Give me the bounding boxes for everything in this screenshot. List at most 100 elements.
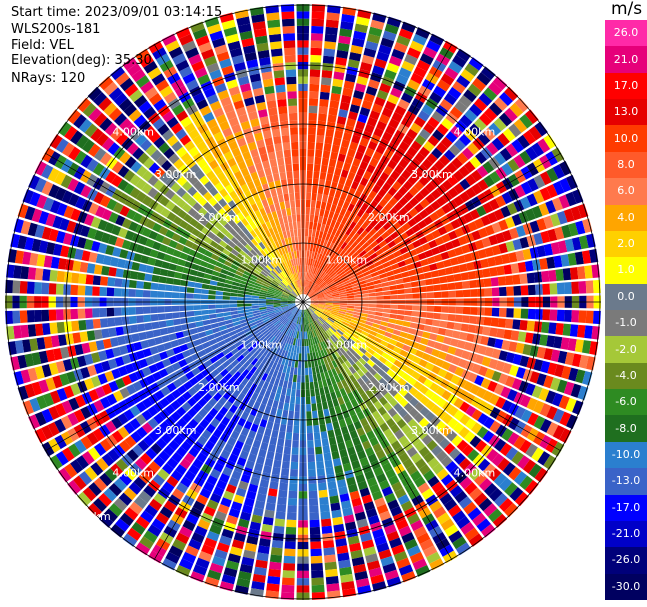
velocity-gate [135, 48, 151, 62]
velocity-gate [315, 366, 320, 374]
velocity-gate [488, 468, 502, 482]
velocity-gate [69, 234, 80, 247]
velocity-gate [138, 235, 148, 246]
velocity-gate [439, 493, 453, 506]
velocity-gate [262, 329, 270, 336]
velocity-gate [145, 374, 156, 385]
velocity-gate [291, 291, 298, 297]
velocity-gate [373, 466, 384, 477]
velocity-gate [290, 292, 297, 298]
velocity-gate [404, 538, 418, 551]
velocity-gate [316, 292, 324, 297]
velocity-gate [260, 312, 269, 317]
colorbar-tick-label: 13.0 [613, 105, 639, 119]
velocity-gate [449, 257, 459, 266]
velocity-gate [260, 287, 269, 292]
velocity-gate [222, 203, 232, 213]
velocity-gate [191, 333, 200, 341]
velocity-gate [364, 351, 373, 359]
velocity-gate [359, 160, 369, 171]
velocity-gate [306, 316, 310, 324]
velocity-gate [439, 98, 453, 111]
velocity-gate [222, 381, 232, 391]
velocity-gate [267, 291, 275, 295]
velocity-gate [131, 333, 140, 343]
velocity-gate [298, 279, 301, 287]
velocity-gate [181, 180, 193, 192]
velocity-gate [260, 346, 268, 355]
velocity-gate [342, 162, 352, 172]
velocity-gate [296, 345, 300, 354]
velocity-gate [71, 272, 80, 284]
velocity-gate [314, 287, 321, 293]
velocity-gate [339, 305, 348, 308]
velocity-gate [354, 303, 362, 307]
velocity-gate [175, 27, 191, 40]
velocity-gate [445, 131, 458, 144]
velocity-gate [252, 340, 261, 348]
velocity-gate [474, 375, 485, 386]
velocity-gate [519, 273, 528, 284]
velocity-gate [324, 293, 332, 297]
velocity-gate [340, 169, 349, 179]
velocity-gate [315, 142, 324, 151]
velocity-gate [203, 273, 212, 280]
velocity-gate [317, 253, 323, 262]
velocity-gate [182, 551, 197, 564]
velocity-gate [294, 360, 299, 368]
velocity-gate [280, 300, 288, 302]
velocity-gate [158, 320, 167, 328]
velocity-gate [204, 221, 214, 231]
velocity-gate [193, 257, 202, 266]
velocity-gate [352, 215, 361, 224]
velocity-gate [311, 266, 316, 274]
velocity-gate [222, 264, 231, 271]
velocity-gate [342, 432, 352, 442]
velocity-gate [451, 356, 461, 366]
velocity-gate [279, 272, 285, 280]
velocity-gate [266, 306, 274, 309]
velocity-gate [325, 305, 333, 308]
velocity-gate [451, 157, 463, 170]
velocity-gate [201, 48, 215, 60]
velocity-gate [176, 175, 188, 187]
velocity-gate [250, 446, 259, 456]
velocity-gate [271, 211, 278, 220]
velocity-gate [293, 178, 300, 186]
velocity-gate [187, 407, 198, 418]
velocity-gate [117, 179, 129, 192]
velocity-gate [439, 320, 448, 328]
velocity-gate [341, 455, 350, 465]
velocity-gate [357, 217, 365, 227]
velocity-gate [221, 574, 236, 585]
velocity-gate [546, 184, 558, 199]
velocity-gate [350, 196, 359, 206]
velocity-gate [111, 161, 124, 174]
velocity-gate [480, 377, 491, 389]
velocity-gate [506, 308, 514, 318]
velocity-gate [575, 369, 586, 384]
velocity-gate [256, 201, 264, 210]
velocity-gate [250, 476, 260, 486]
velocity-gate [311, 18, 325, 27]
velocity-gate [309, 381, 315, 390]
velocity-gate [276, 209, 283, 218]
velocity-gate [352, 157, 361, 168]
velocity-gate [141, 422, 154, 434]
velocity-gate [227, 376, 237, 385]
velocity-gate [284, 358, 290, 367]
velocity-gate [368, 404, 377, 414]
velocity-gate [292, 221, 297, 230]
velocity-gate [385, 468, 397, 480]
velocity-gate [285, 62, 296, 70]
velocity-gate [41, 309, 50, 322]
velocity-gate [387, 407, 398, 418]
velocity-gate [176, 110, 189, 122]
velocity-gate [353, 563, 367, 574]
velocity-gate [444, 353, 454, 363]
velocity-gate [237, 570, 252, 581]
velocity-gate [335, 266, 343, 274]
velocity-gate [361, 343, 370, 351]
velocity-gate [34, 282, 42, 295]
velocity-gate [464, 160, 476, 173]
